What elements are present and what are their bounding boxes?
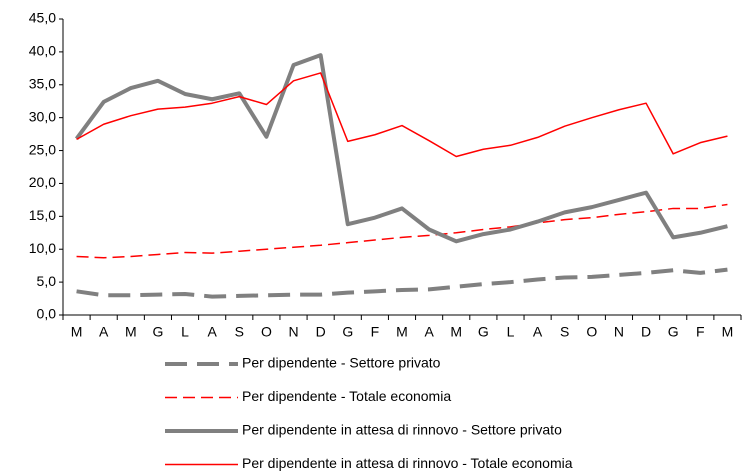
x-tick-label: G (478, 324, 489, 340)
y-tick-label: 15,0 (29, 207, 56, 223)
legend-label: Per dipendente in attesa di rinnovo - To… (242, 455, 573, 471)
x-tick-label: M (71, 324, 83, 340)
legend-label: Per dipendente in attesa di rinnovo - Se… (242, 422, 562, 438)
x-tick-label: F (371, 324, 380, 340)
y-tick-label: 30,0 (29, 108, 56, 124)
x-tick-label: N (288, 324, 298, 340)
x-tick-label: D (316, 324, 326, 340)
y-tick-label: 35,0 (29, 75, 56, 91)
x-tick-label: M (450, 324, 462, 340)
legend-label: Per dipendente - Settore privato (242, 355, 441, 371)
y-tick-label: 0,0 (37, 306, 57, 322)
x-tick-label: D (641, 324, 651, 340)
x-tick-label: O (261, 324, 272, 340)
y-tick-label: 40,0 (29, 43, 56, 59)
x-tick-label: M (722, 324, 734, 340)
x-tick-label: A (99, 324, 109, 340)
y-tick-label: 5,0 (37, 273, 57, 289)
y-tick-label: 45,0 (29, 10, 56, 26)
x-tick-label: N (614, 324, 624, 340)
y-tick-label: 20,0 (29, 174, 56, 190)
x-tick-label: O (586, 324, 597, 340)
x-tick-label: L (181, 324, 189, 340)
x-tick-label: A (424, 324, 434, 340)
x-tick-label: A (533, 324, 543, 340)
legend-label: Per dipendente - Totale economia (242, 388, 451, 404)
series-line (74, 53, 728, 244)
x-tick-label: G (342, 324, 353, 340)
x-tick-label: G (152, 324, 163, 340)
y-tick-label: 10,0 (29, 240, 56, 256)
series-line (76, 72, 728, 158)
x-tick-label: M (396, 324, 408, 340)
series-line (76, 267, 728, 299)
x-tick-label: M (125, 324, 137, 340)
x-tick-label: S (235, 324, 244, 340)
y-tick-label: 25,0 (29, 141, 56, 157)
x-tick-label: L (507, 324, 515, 340)
x-tick-label: A (207, 324, 217, 340)
x-tick-label: G (668, 324, 679, 340)
series-line (76, 203, 728, 259)
x-tick-label: S (560, 324, 569, 340)
x-tick-label: F (696, 324, 705, 340)
